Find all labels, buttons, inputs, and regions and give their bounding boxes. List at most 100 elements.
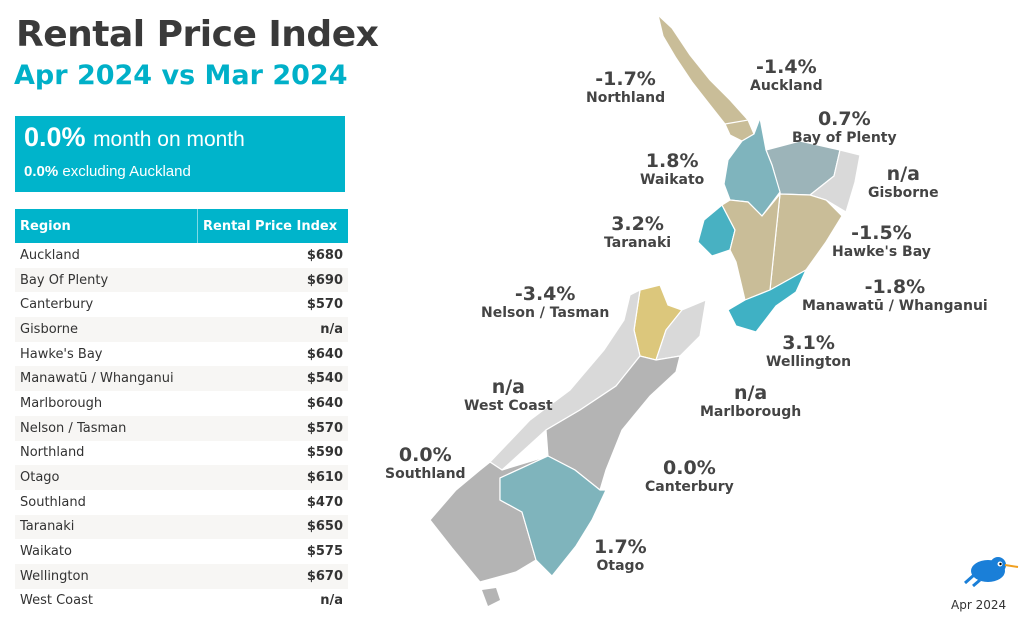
index-cell: $610 bbox=[197, 465, 348, 490]
region-name: Otago bbox=[596, 558, 645, 574]
region-cell: West Coast bbox=[20, 593, 93, 609]
map-label: -1.5% Hawke's Bay bbox=[832, 222, 931, 260]
region-cell: Wellington bbox=[15, 563, 198, 589]
region-cell: Otago bbox=[15, 465, 198, 490]
region-northland[interactable] bbox=[656, 13, 749, 131]
region-change: 3.2% bbox=[611, 213, 664, 235]
index-cell: $690 bbox=[197, 267, 348, 293]
index-cell: $575 bbox=[306, 544, 343, 560]
region-wellington[interactable] bbox=[727, 268, 808, 333]
region-change: 3.1% bbox=[782, 332, 835, 354]
map-label: -1.7% Northland bbox=[586, 68, 665, 106]
table-row[interactable]: Canterbury $570 bbox=[15, 292, 348, 317]
rental-index-table: Region Rental Price Index Auckland $680 Ba… bbox=[15, 209, 348, 613]
region-name: Marlborough bbox=[700, 404, 802, 420]
region-gisborne[interactable] bbox=[808, 149, 861, 213]
kpi-card: 0.0% month on month 0.0% excluding Auckl… bbox=[15, 116, 345, 192]
region-change: 1.8% bbox=[645, 150, 699, 172]
map-label: n/a Marlborough bbox=[700, 382, 801, 420]
region-cell: Waikato bbox=[20, 544, 72, 560]
index-cell: $570 bbox=[197, 415, 348, 441]
table-row[interactable]: Gisborne n/a bbox=[15, 317, 348, 342]
region-change: 0.7% bbox=[817, 108, 871, 130]
region-cell: Taranaki bbox=[15, 514, 198, 540]
region-change: -3.4% bbox=[514, 283, 576, 305]
region-name: Nelson / Tasman bbox=[481, 305, 610, 321]
region-name: Auckland bbox=[750, 78, 823, 94]
map-label: n/a Gisborne bbox=[868, 163, 939, 201]
region-stewart-island bbox=[482, 588, 500, 606]
map-label: -1.8% Manawatū / Whanganui bbox=[802, 276, 988, 314]
table-row[interactable]: Waikato $575 bbox=[15, 539, 348, 564]
region-cell: Southland bbox=[20, 494, 86, 510]
index-cell: $470 bbox=[306, 494, 343, 510]
map-label: n/a West Coast bbox=[464, 376, 553, 414]
region-cell: Manawatū / Whanganui bbox=[15, 366, 198, 392]
kiwi-bird-logo bbox=[964, 557, 1019, 588]
index-cell: $590 bbox=[306, 445, 343, 461]
region-cell: Bay Of Plenty bbox=[15, 267, 198, 293]
region-waikato[interactable] bbox=[723, 115, 781, 217]
region-name: Bay of Plenty bbox=[792, 130, 897, 146]
index-cell: $640 bbox=[306, 395, 343, 411]
page-title: Rental Price Index bbox=[16, 14, 379, 55]
map-label: 1.8% Waikato bbox=[640, 150, 704, 188]
region-name: Gisborne bbox=[868, 185, 939, 201]
region-otago[interactable] bbox=[499, 455, 607, 577]
region-change: 0.0% bbox=[663, 457, 716, 479]
region-change: -1.7% bbox=[595, 68, 656, 90]
region-name: Canterbury bbox=[645, 479, 734, 495]
kpi-ex-label: excluding Auckland bbox=[62, 163, 191, 180]
kpi-value-label: month on month bbox=[93, 128, 245, 151]
region-cell: Nelson / Tasman bbox=[15, 415, 198, 441]
map-label: 0.0% Canterbury bbox=[645, 457, 734, 495]
region-cell: Marlborough bbox=[20, 395, 103, 411]
region-name: Hawke's Bay bbox=[832, 244, 931, 260]
region-name: Waikato bbox=[640, 172, 705, 188]
region-name: Manawatū / Whanganui bbox=[802, 298, 988, 314]
index-cell: $680 bbox=[306, 247, 343, 263]
table-row[interactable]: Bay Of Plenty $690 bbox=[15, 267, 348, 293]
region-change: n/a bbox=[491, 376, 525, 398]
region-change: 1.7% bbox=[594, 536, 647, 558]
region-cell: Northland bbox=[20, 445, 85, 461]
index-cell: $640 bbox=[306, 346, 343, 362]
map-label: -3.4% Nelson / Tasman bbox=[481, 283, 609, 321]
map-label: 0.7% Bay of Plenty bbox=[792, 108, 897, 146]
index-cell: $540 bbox=[197, 366, 348, 392]
region-change: -1.5% bbox=[851, 222, 912, 244]
table-row[interactable]: Wellington $670 bbox=[15, 563, 348, 589]
region-change: -1.8% bbox=[864, 276, 926, 298]
table-row[interactable]: Nelson / Tasman $570 bbox=[15, 415, 348, 441]
region-change: 0.0% bbox=[398, 444, 452, 466]
table-row[interactable]: Southland $470 bbox=[15, 490, 348, 515]
region-cell: Hawke's Bay bbox=[20, 346, 103, 362]
region-name: West Coast bbox=[464, 398, 553, 414]
region-name: Taranaki bbox=[604, 235, 672, 251]
column-header-region[interactable]: Region bbox=[15, 209, 198, 243]
table-row[interactable]: Marlborough $640 bbox=[15, 391, 348, 416]
table-row[interactable]: Manawatū / Whanganui $540 bbox=[15, 366, 348, 392]
index-cell: $570 bbox=[306, 297, 343, 313]
region-cell: Canterbury bbox=[20, 297, 94, 313]
region-change: n/a bbox=[886, 163, 920, 185]
table-row[interactable]: West Coast n/a bbox=[15, 589, 348, 614]
table-row[interactable]: Auckland $680 bbox=[15, 243, 348, 268]
footer-date: Apr 2024 bbox=[951, 598, 1007, 612]
region-name: Southland bbox=[385, 466, 466, 482]
index-cell: n/a bbox=[320, 593, 343, 609]
column-header-index[interactable]: Rental Price Index bbox=[197, 209, 348, 243]
region-cell: Gisborne bbox=[15, 317, 198, 342]
table-row[interactable]: Northland $590 bbox=[15, 441, 348, 466]
table-row[interactable]: Taranaki $650 bbox=[15, 514, 348, 540]
map-label: 3.1% Wellington bbox=[766, 332, 851, 370]
table-row[interactable]: Otago $610 bbox=[15, 465, 348, 490]
map-label: 3.2% Taranaki bbox=[604, 213, 671, 251]
index-cell: $650 bbox=[197, 514, 348, 540]
kpi-ex-value: 0.0% bbox=[24, 163, 59, 180]
kpi-value: 0.0% bbox=[24, 122, 86, 152]
table-row[interactable]: Hawke's Bay $640 bbox=[15, 342, 348, 367]
region-change: -1.4% bbox=[756, 56, 817, 78]
map-label: 0.0% Southland bbox=[385, 444, 466, 482]
